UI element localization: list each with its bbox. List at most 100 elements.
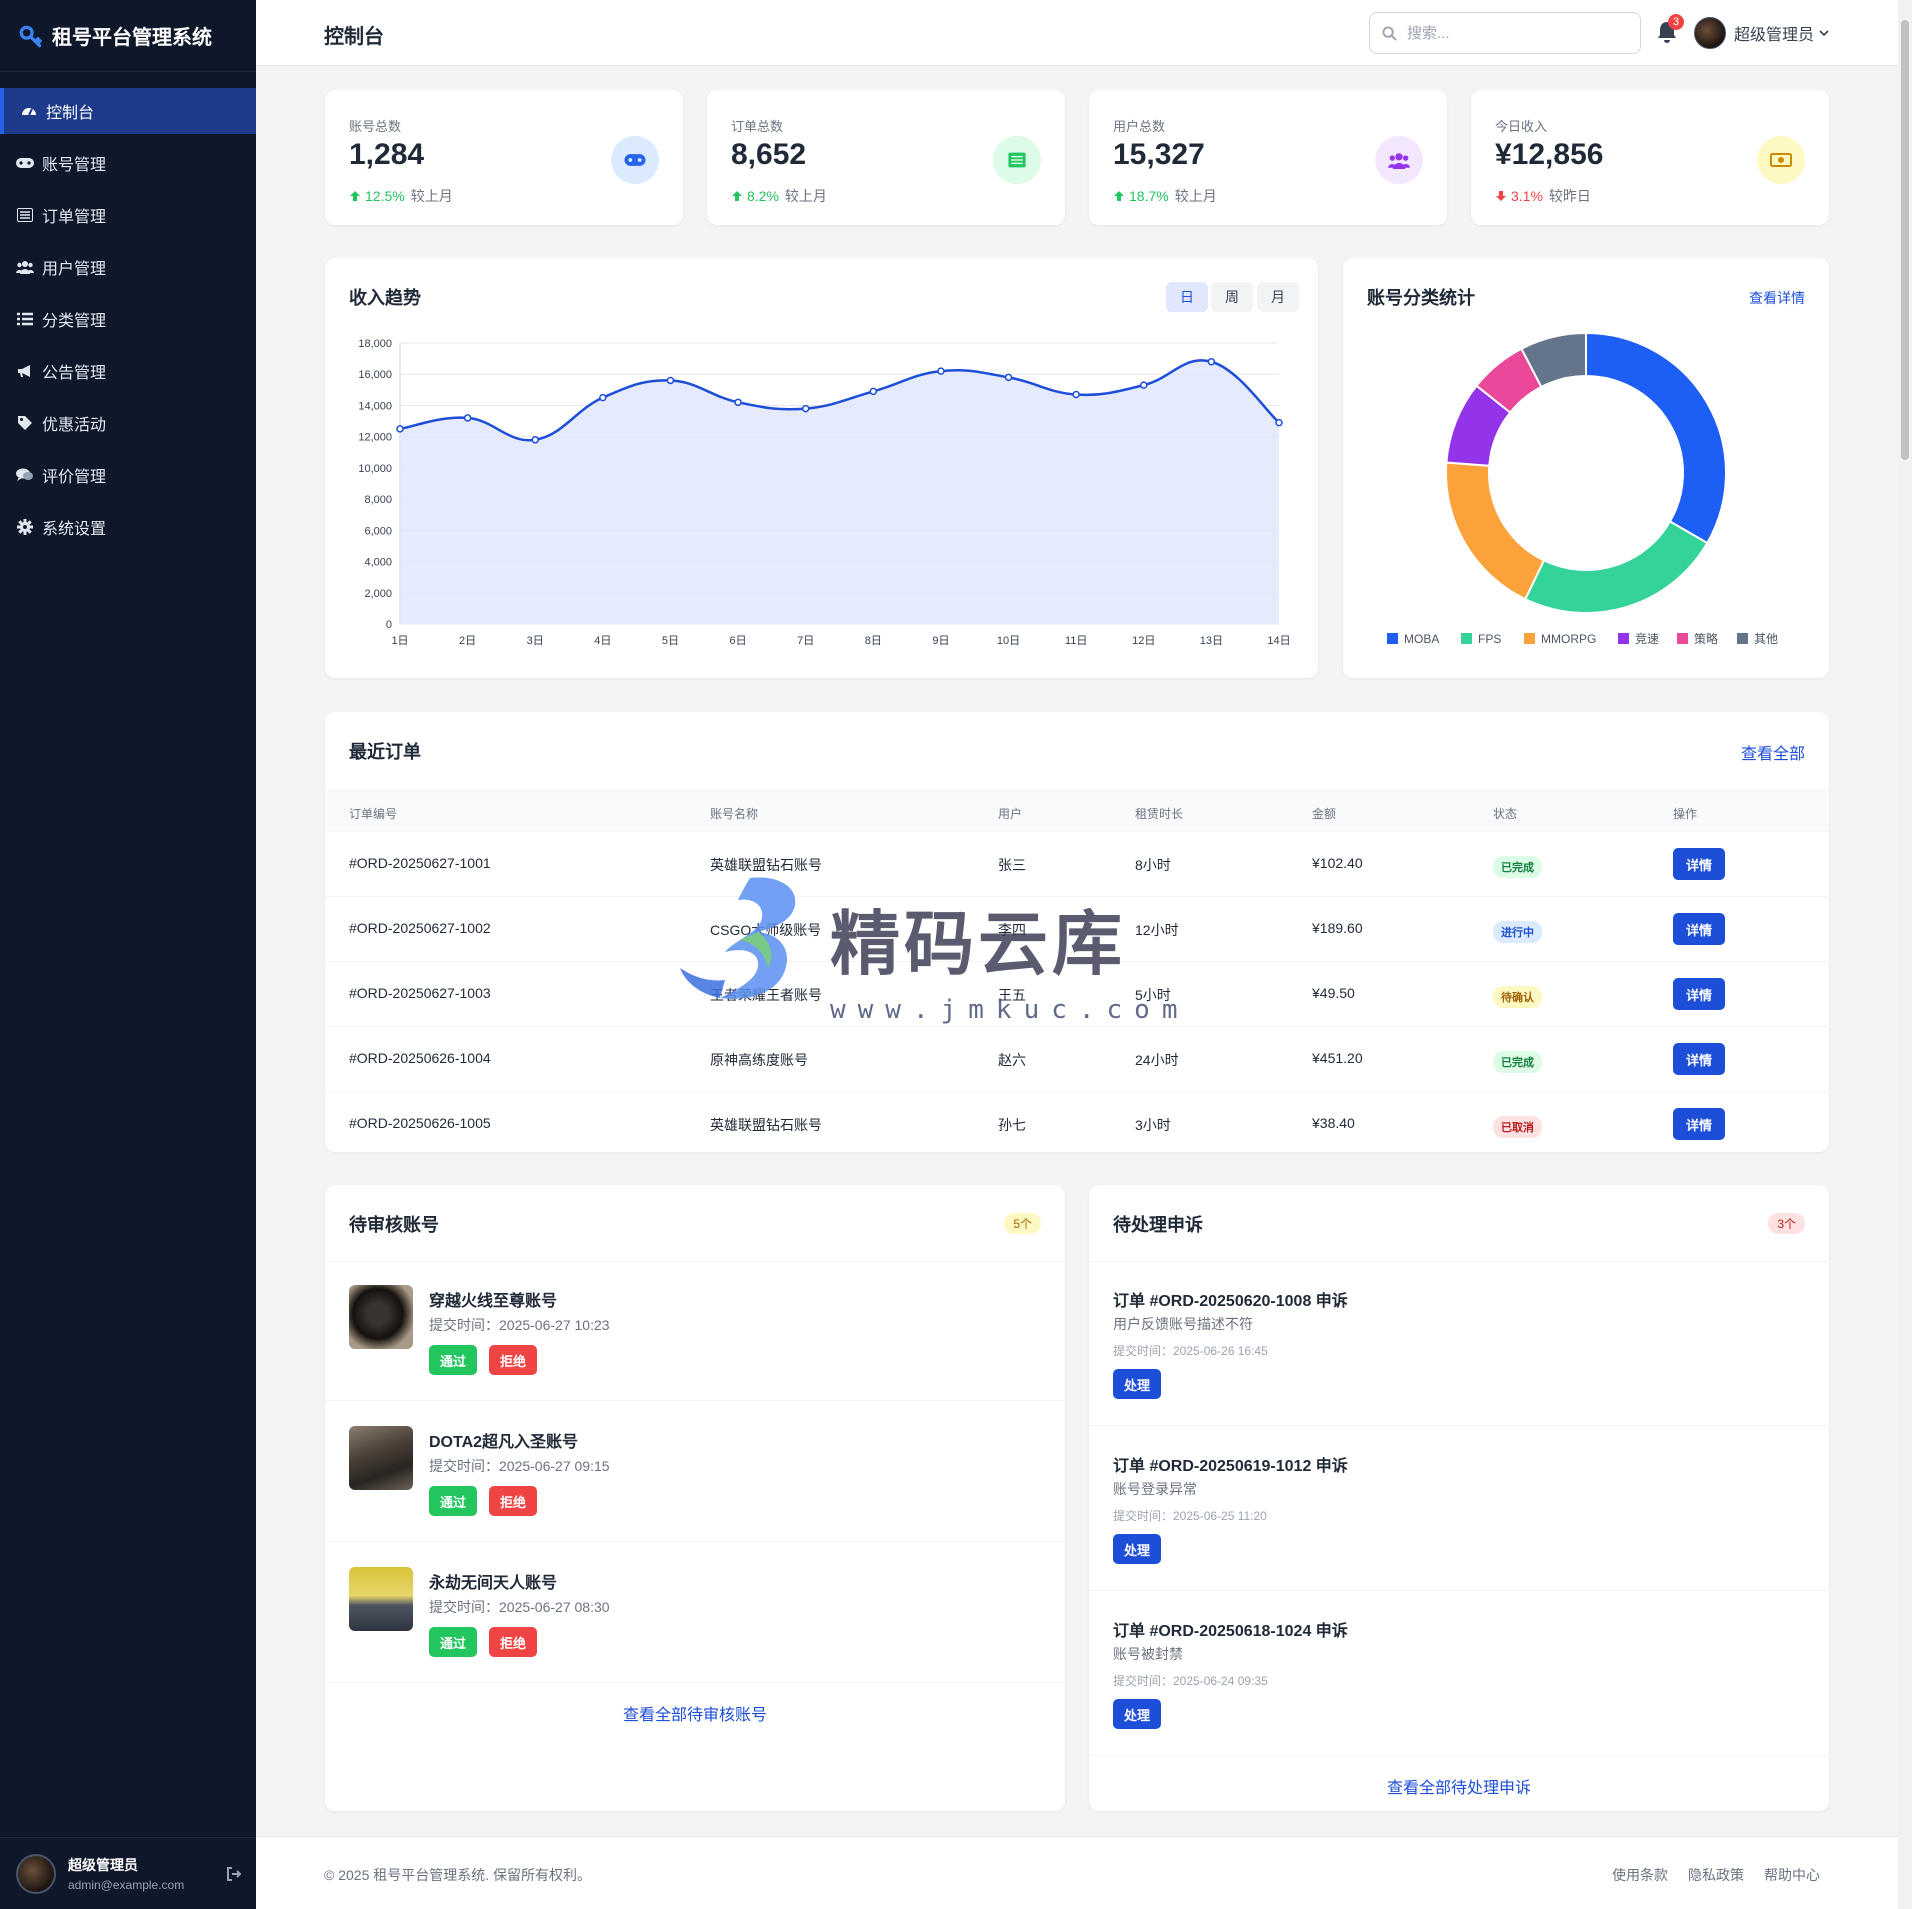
dashboard-icon xyxy=(20,102,38,120)
cog-icon xyxy=(16,518,34,536)
search-box[interactable] xyxy=(1369,12,1641,54)
sidebar-item-announcements[interactable]: 公告管理 xyxy=(0,348,256,394)
complaint-time: 提交时间：2025-06-25 11:20 xyxy=(1113,1509,1267,1523)
sidebar-item-orders[interactable]: 订单管理 xyxy=(0,192,256,238)
table-header-cell: 账号名称 xyxy=(710,807,759,821)
x-tick-label: 4日 xyxy=(594,635,611,647)
detail-button[interactable]: 详情 xyxy=(1673,913,1725,945)
megaphone-icon xyxy=(16,362,34,380)
y-tick-label: 0 xyxy=(386,619,392,631)
data-point xyxy=(599,393,607,402)
view-all-pending-link[interactable]: 查看全部待审核账号 xyxy=(622,1707,767,1724)
reject-button[interactable]: 拒绝 xyxy=(489,1627,538,1657)
sidebar-item-settings[interactable]: 系统设置 xyxy=(0,504,256,550)
view-all-complaints-link[interactable]: 查看全部待处理申诉 xyxy=(1386,1780,1531,1797)
terms-link[interactable]: 使用条款 xyxy=(1612,1867,1668,1883)
account-name: 永劫无间天人账号 xyxy=(429,1575,558,1592)
table-row: #ORD-20250627-1003 王者荣耀王者账号 王五 5小时 ¥49.50 待确认… xyxy=(325,962,1829,1027)
stat-label: 账号总数 xyxy=(349,119,402,134)
detail-button[interactable]: 详情 xyxy=(1673,1108,1725,1140)
logout-icon[interactable] xyxy=(226,1866,242,1882)
table-row: #ORD-20250626-1005 英雄联盟钻石账号 孙七 3小时 ¥38.40 已取消… xyxy=(325,1092,1829,1157)
table-cell-user: 张三 xyxy=(998,857,1026,873)
sidebar-item-users[interactable]: 用户管理 xyxy=(0,244,256,290)
complaint-desc: 用户反馈账号描述不符 xyxy=(1113,1316,1253,1332)
orders-view-all-link[interactable]: 查看全部 xyxy=(1740,746,1805,763)
divider xyxy=(1089,1261,1829,1262)
notification-badge: 3 xyxy=(1668,14,1684,30)
sidebar-item-reviews[interactable]: 评价管理 xyxy=(0,452,256,498)
donut-slice xyxy=(1445,461,1546,601)
sidebar-item-label: 评价管理 xyxy=(42,469,107,486)
detail-button[interactable]: 详情 xyxy=(1673,848,1725,880)
stat-change-value: 12.5% xyxy=(365,188,405,204)
table-cell-id: #ORD-20250627-1001 xyxy=(349,855,491,871)
approve-button[interactable]: 通过 xyxy=(429,1627,478,1657)
users-icon xyxy=(1375,136,1423,184)
legend-swatch xyxy=(1677,633,1688,644)
stat-card-users: 用户总数 15,327 18.7% 较上月 xyxy=(1089,90,1447,225)
approve-button[interactable]: 通过 xyxy=(429,1486,478,1516)
reject-button[interactable]: 拒绝 xyxy=(489,1345,538,1375)
donut-slice xyxy=(1585,331,1727,545)
table-cell-id: #ORD-20250626-1005 xyxy=(349,1115,491,1131)
brand[interactable]: 租号平台管理系统 xyxy=(0,0,256,72)
handle-button[interactable]: 处理 xyxy=(1113,1534,1162,1564)
donut-slice xyxy=(1523,520,1709,614)
status-badge: 进行中 xyxy=(1493,921,1542,943)
tab-month[interactable]: 月 xyxy=(1257,282,1299,312)
sidebar-item-dashboard[interactable]: 控制台 xyxy=(0,88,256,134)
divider xyxy=(1089,1755,1829,1756)
revenue-line-chart: 0 2,000 4,000 6,000 8,000 10,000 12,000 14,000 1… xyxy=(358,338,1290,647)
status-badge: 已完成 xyxy=(1493,856,1542,878)
scrollbar-thumb[interactable] xyxy=(1901,20,1909,460)
data-point xyxy=(937,367,945,375)
handle-button[interactable]: 处理 xyxy=(1113,1699,1162,1729)
sidebar-item-label: 优惠活动 xyxy=(42,417,107,434)
sidebar-item-categories[interactable]: 分类管理 xyxy=(0,296,256,342)
donut-slice xyxy=(1520,331,1587,389)
search-input[interactable] xyxy=(1407,24,1627,42)
y-tick-label: 4,000 xyxy=(364,557,392,569)
detail-button[interactable]: 详情 xyxy=(1673,978,1725,1010)
sidebar-item-promotions[interactable]: 优惠活动 xyxy=(0,400,256,446)
tab-week[interactable]: 周 xyxy=(1211,282,1253,312)
orders-title: 最近订单 xyxy=(349,742,421,762)
x-tick-label: 13日 xyxy=(1200,635,1223,647)
privacy-link[interactable]: 隐私政策 xyxy=(1688,1867,1744,1883)
list-icon xyxy=(16,310,34,328)
x-tick-label: 3日 xyxy=(527,635,544,647)
complaint-title: 订单 #ORD-20250620-1008 申诉 xyxy=(1113,1293,1348,1310)
y-tick-label: 16,000 xyxy=(358,369,392,381)
approve-button[interactable]: 通过 xyxy=(429,1345,478,1375)
table-header-cell: 状态 xyxy=(1493,807,1518,821)
table-cell-user: 李四 xyxy=(998,922,1026,938)
x-tick-label: 12日 xyxy=(1132,635,1155,647)
table-cell-amount: ¥102.40 xyxy=(1312,855,1363,871)
category-details-link[interactable]: 查看详情 xyxy=(1749,290,1805,306)
data-point xyxy=(1072,390,1080,399)
reject-button[interactable]: 拒绝 xyxy=(489,1486,538,1516)
data-point xyxy=(734,398,742,407)
account-submit-time: 提交时间：2025-06-27 10:23 xyxy=(429,1317,610,1333)
table-header-cell: 用户 xyxy=(998,807,1023,821)
y-tick-label: 12,000 xyxy=(358,432,392,444)
tab-day[interactable]: 日 xyxy=(1166,282,1208,312)
status-badge: 待确认 xyxy=(1493,986,1542,1008)
search-icon xyxy=(1382,25,1397,41)
category-donut-chart: MOBA FPS MMORPG 竞速 策略 其他 xyxy=(1387,331,1778,646)
category-chart-title: 账号分类统计 xyxy=(1367,288,1475,308)
detail-button[interactable]: 详情 xyxy=(1673,1043,1725,1075)
stat-change: 12.5% 较上月 xyxy=(349,186,453,206)
divider xyxy=(325,1400,1065,1401)
table-cell-user: 赵六 xyxy=(998,1052,1026,1068)
sidebar-item-accounts[interactable]: 账号管理 xyxy=(0,140,256,186)
scrollbar[interactable] xyxy=(1898,0,1912,1909)
user-menu[interactable]: 超级管理员 xyxy=(1694,17,1830,49)
account-thumbnail xyxy=(349,1285,413,1349)
x-tick-label: 14日 xyxy=(1267,635,1290,647)
chevron-down-icon xyxy=(1819,30,1829,37)
table-row: #ORD-20250627-1002 CSGO大师级账号 李四 12小时 ¥189.60… xyxy=(325,897,1829,962)
handle-button[interactable]: 处理 xyxy=(1113,1369,1162,1399)
help-link[interactable]: 帮助中心 xyxy=(1764,1867,1820,1883)
